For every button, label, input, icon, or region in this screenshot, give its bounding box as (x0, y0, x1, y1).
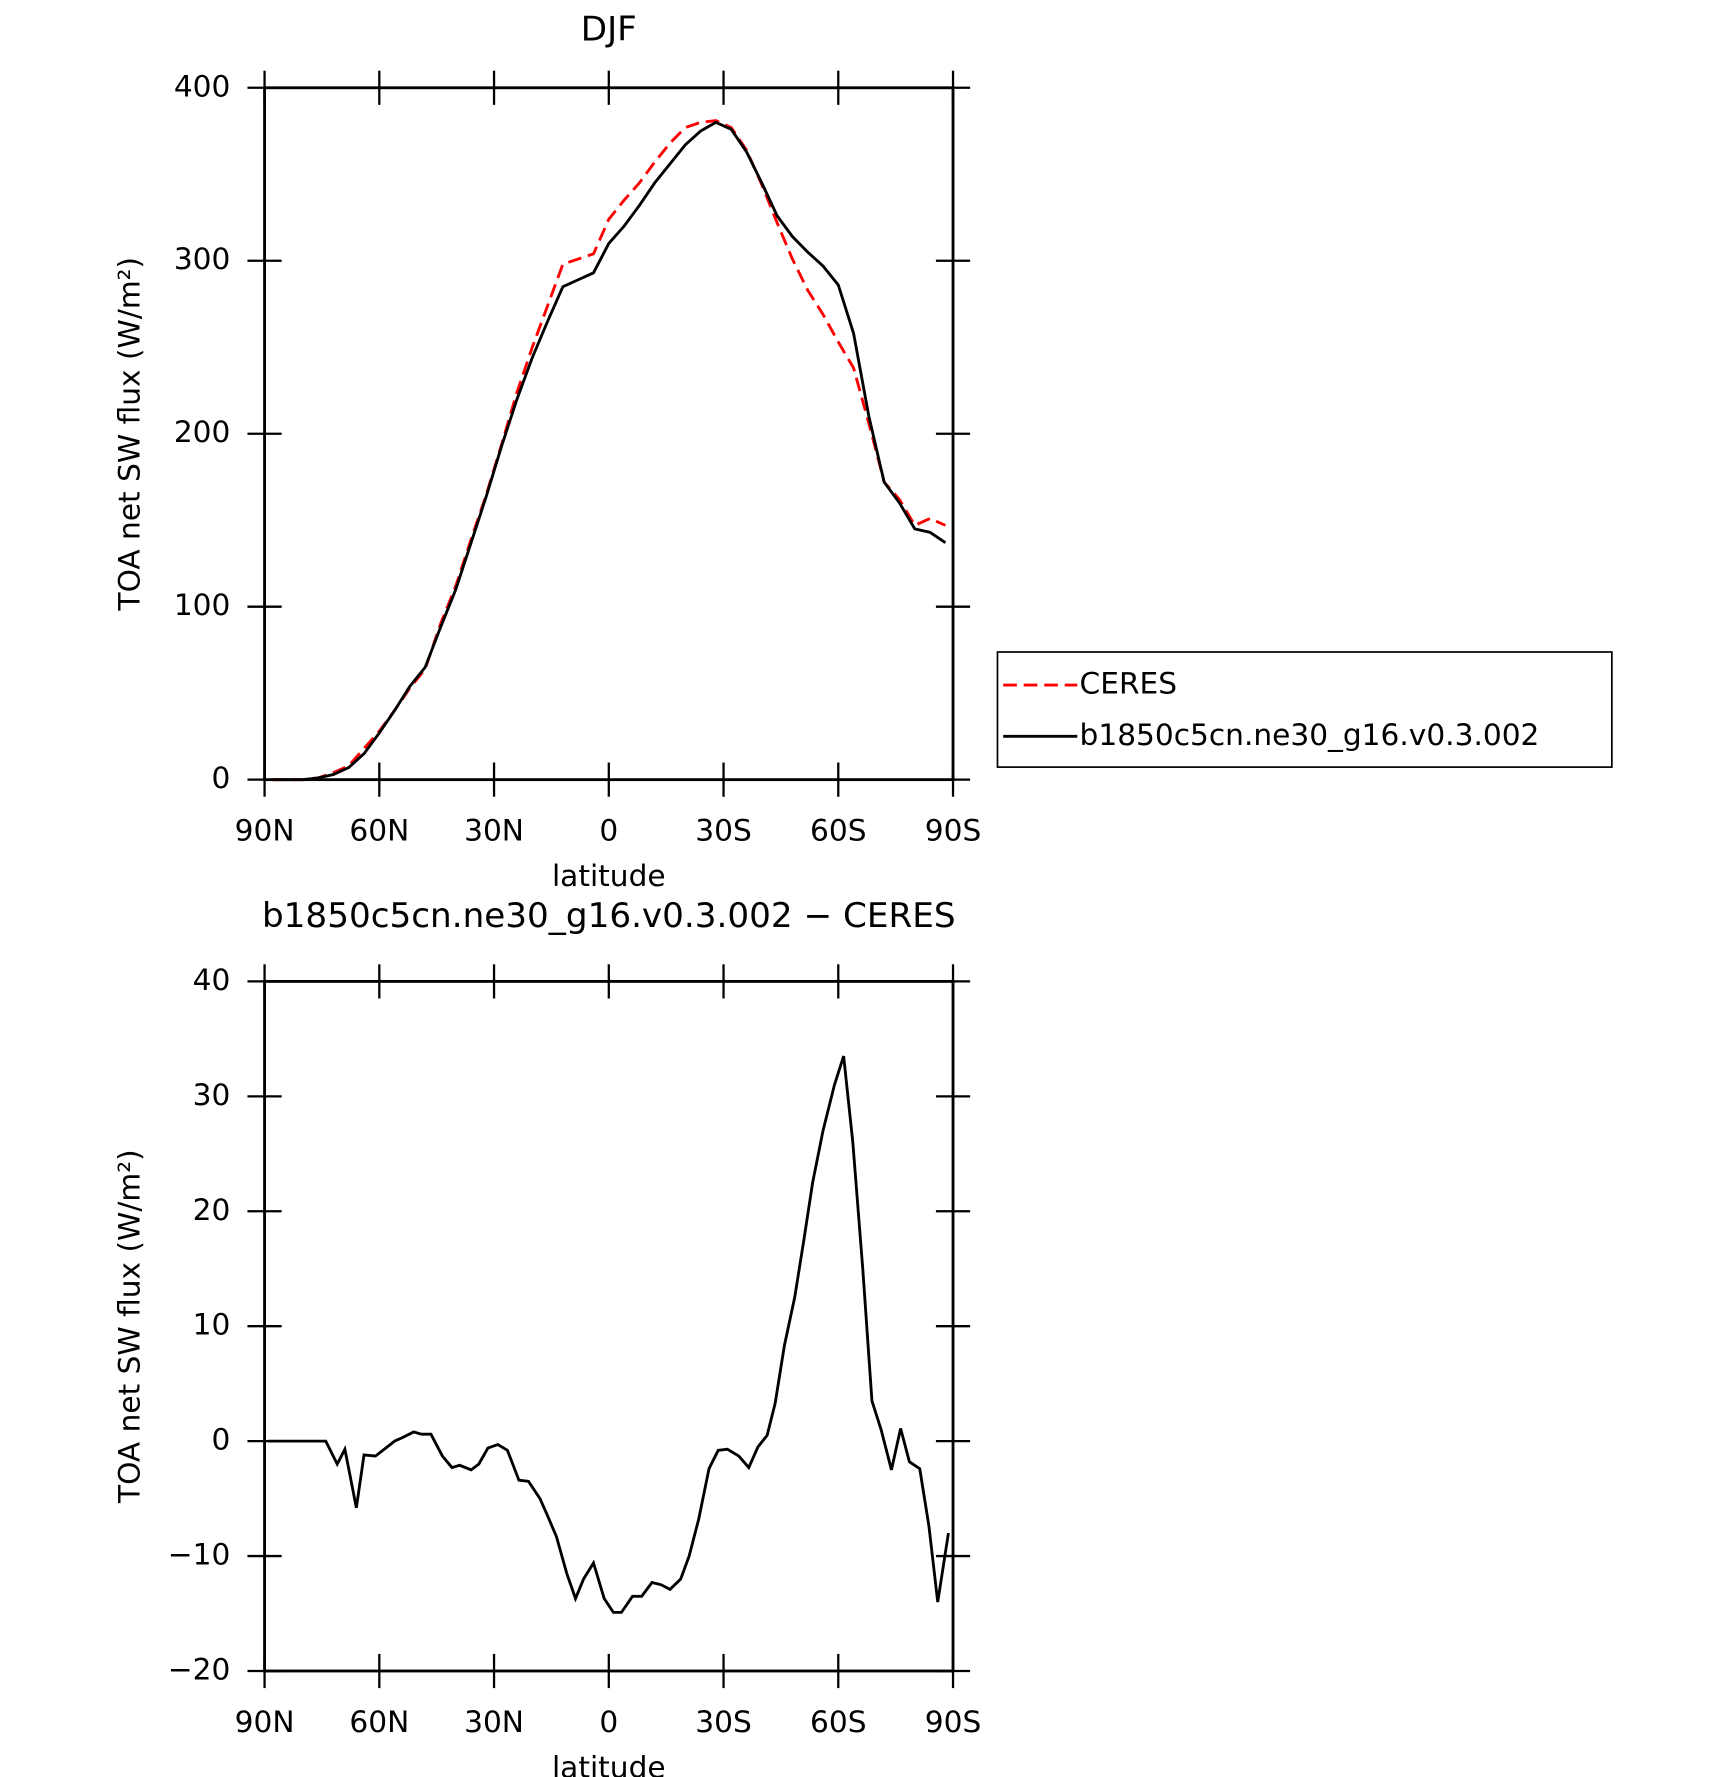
y-tick-label: −20 (168, 1651, 231, 1686)
y-tick-label: 40 (193, 962, 231, 997)
x-tick-label: 60N (349, 1704, 409, 1739)
x-tick-label: 30S (695, 1704, 752, 1739)
x-tick-label: 0 (599, 813, 618, 848)
y-axis-label: TOA net SW flux (W/m²) (112, 257, 147, 612)
y-tick-label: 10 (193, 1307, 231, 1342)
y-tick-label: 30 (193, 1077, 231, 1112)
legend-label: CERES (1080, 666, 1178, 701)
y-tick-label: 20 (193, 1192, 231, 1227)
x-axis-label: latitude (552, 1750, 666, 1777)
data-line (272, 120, 947, 782)
legend-label: b1850c5cn.ne30_g16.v0.3.002 (1080, 717, 1540, 752)
x-tick-label: 90S (925, 1704, 982, 1739)
x-tick-label: 60S (810, 1704, 867, 1739)
x-tick-label: 60N (349, 813, 409, 848)
y-tick-label: −10 (168, 1537, 231, 1572)
data-line (268, 1055, 950, 1614)
plot-frame (263, 86, 955, 782)
y-axis-label: TOA net SW flux (W/m²) (112, 1149, 147, 1504)
data-line (272, 119, 946, 782)
x-tick-label: 0 (599, 1704, 618, 1739)
y-tick-label: 0 (212, 760, 231, 795)
y-tick-label: 0 (212, 1422, 231, 1457)
plot-frame (263, 979, 955, 1673)
y-tick-label: 300 (174, 241, 231, 276)
y-tick-label: 400 (174, 68, 231, 103)
x-tick-label: 90N (235, 813, 295, 848)
y-tick-label: 200 (174, 414, 231, 449)
legend-box (996, 651, 1613, 768)
y-tick-label: 100 (174, 587, 231, 622)
x-axis-label: latitude (552, 858, 666, 893)
x-tick-label: 30S (695, 813, 752, 848)
x-tick-label: 90N (235, 1704, 295, 1739)
x-tick-label: 30N (464, 1704, 524, 1739)
chart-title: DJF (581, 9, 637, 49)
x-tick-label: 60S (810, 813, 867, 848)
chart-title: b1850c5cn.ne30_g16.v0.3.002 − CERES (262, 896, 956, 936)
x-tick-label: 90S (925, 813, 982, 848)
x-tick-label: 30N (464, 813, 524, 848)
